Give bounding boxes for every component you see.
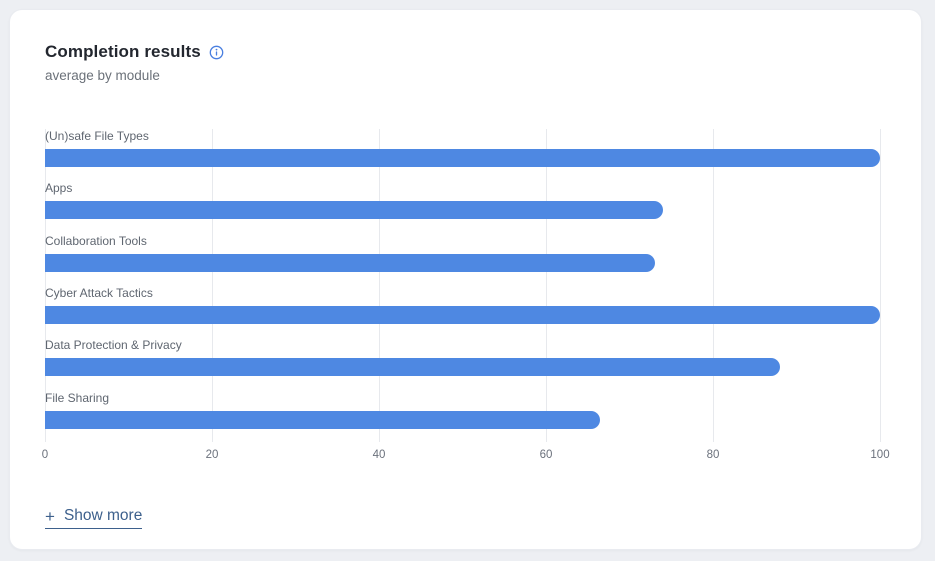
bar-row: Cyber Attack Tactics	[45, 285, 880, 337]
bar-label: Data Protection & Privacy	[45, 338, 182, 353]
gridline	[713, 129, 714, 442]
bar-row: Collaboration Tools	[45, 233, 880, 285]
gridline	[379, 129, 380, 442]
gridline	[212, 129, 213, 442]
bar[interactable]	[45, 149, 880, 167]
completion-results-card: Completion results average by module (Un…	[9, 9, 922, 550]
bar-row: Data Protection & Privacy	[45, 337, 880, 389]
info-icon[interactable]	[209, 45, 224, 60]
bar-chart: (Un)safe File Types Apps Collaboration Too…	[41, 128, 890, 464]
gridline	[546, 129, 547, 442]
card-subtitle: average by module	[45, 68, 160, 83]
chart-plot-area: (Un)safe File Types Apps Collaboration Too…	[45, 128, 881, 442]
x-axis: 0 20 40 60 80 100	[41, 448, 890, 464]
gridline	[45, 129, 46, 442]
x-tick-label: 0	[41, 449, 49, 461]
plus-icon: +	[45, 506, 55, 526]
bar[interactable]	[45, 410, 601, 429]
bar-label: Collaboration Tools	[45, 233, 147, 248]
bar[interactable]	[45, 305, 880, 324]
bar[interactable]	[45, 358, 780, 377]
bar[interactable]	[45, 201, 663, 220]
x-tick-label: 100	[870, 449, 890, 461]
bar-row: Apps	[45, 180, 880, 232]
x-tick-label: 40	[372, 449, 386, 461]
card-header: Completion results	[45, 42, 886, 61]
bar-label: Cyber Attack Tactics	[45, 285, 153, 300]
x-tick-label: 60	[539, 449, 553, 461]
x-tick-label: 20	[205, 449, 219, 461]
x-tick-label: 80	[706, 449, 720, 461]
bar-row: (Un)safe File Types	[45, 128, 880, 180]
card-title: Completion results	[45, 42, 201, 61]
show-more-label: Show more	[63, 507, 143, 524]
bar-row: File Sharing	[45, 390, 880, 442]
bar[interactable]	[45, 253, 655, 272]
bar-label: Apps	[45, 181, 73, 196]
bar-label: (Un)safe File Types	[45, 129, 149, 143]
show-more-link[interactable]: + Show more	[45, 506, 143, 529]
gridline	[880, 129, 881, 442]
bar-label: File Sharing	[45, 390, 110, 405]
